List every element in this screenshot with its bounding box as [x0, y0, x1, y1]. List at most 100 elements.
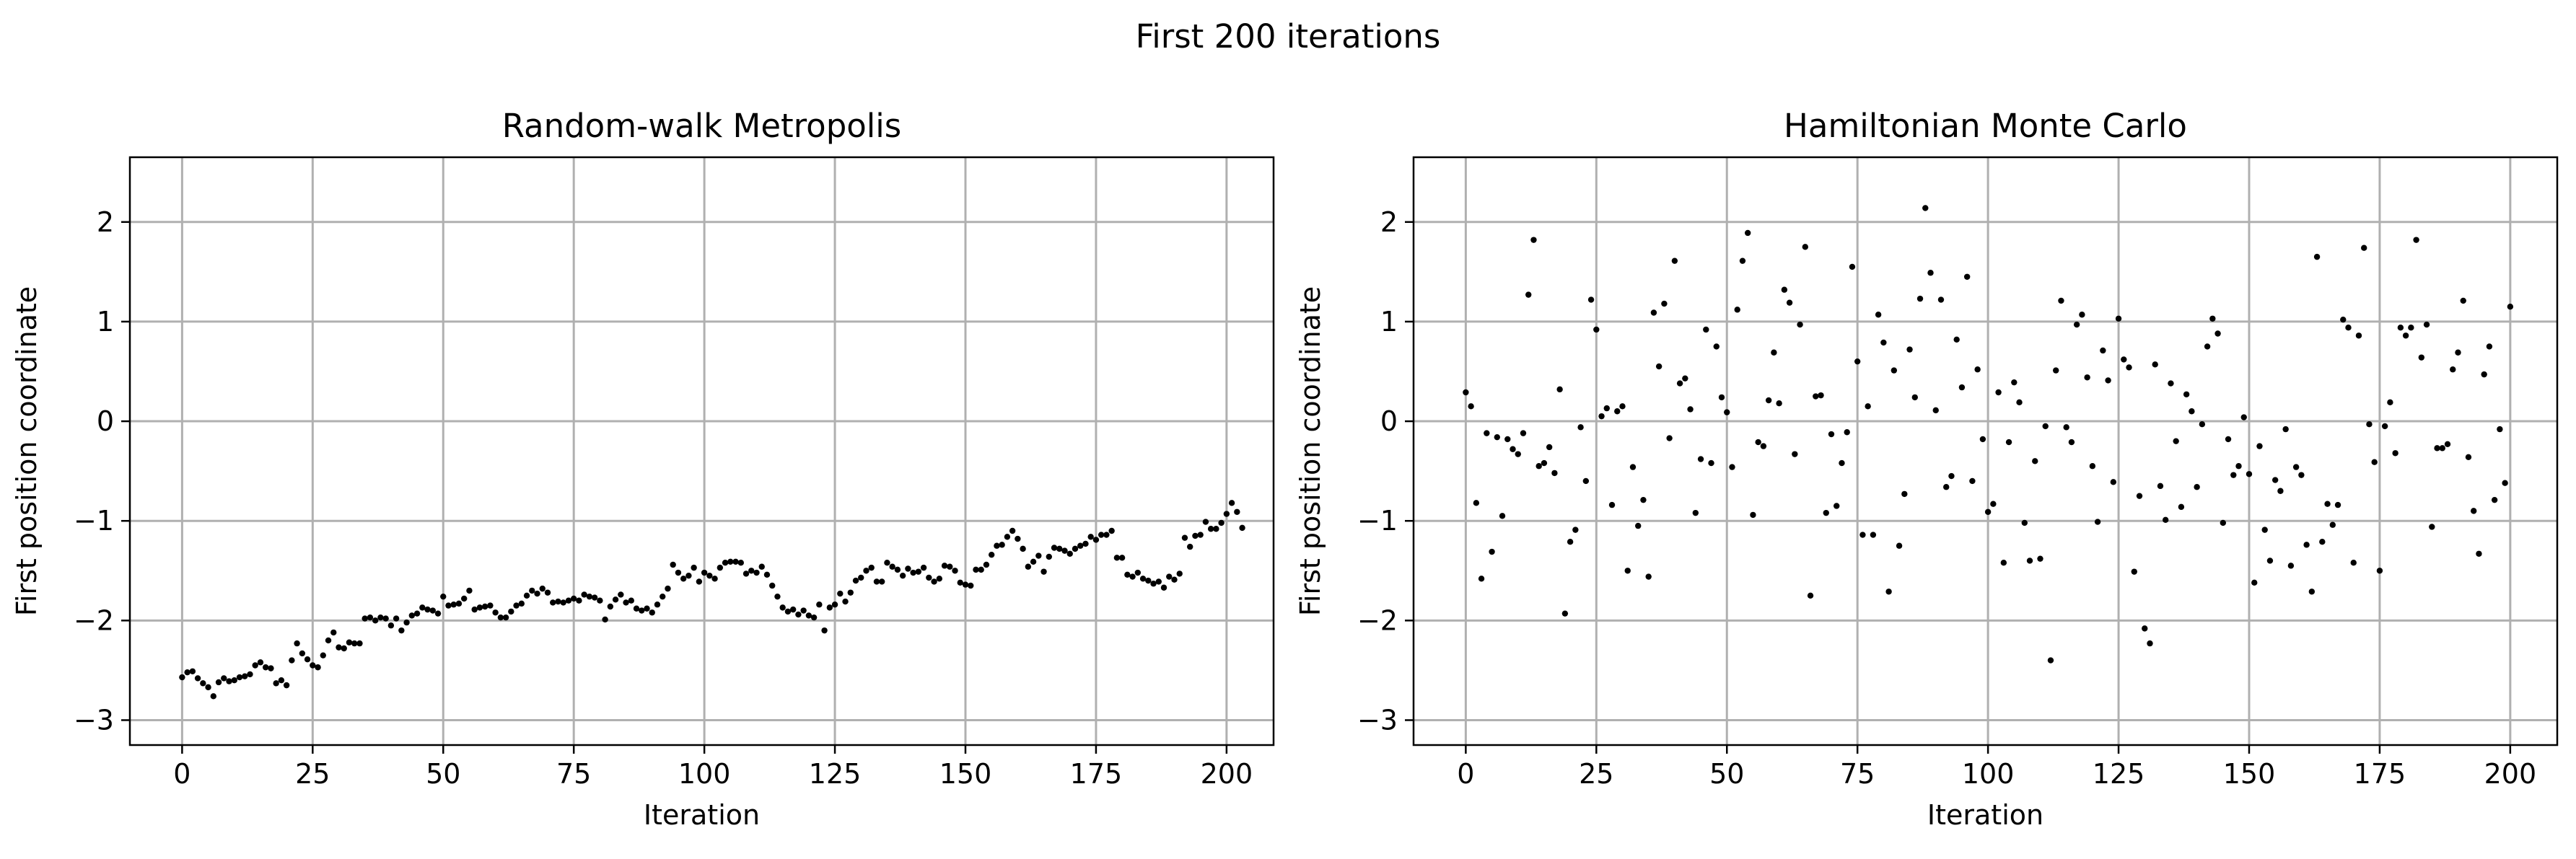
data-point [2136, 493, 2143, 499]
data-point [2047, 657, 2054, 664]
data-point [1187, 543, 1193, 550]
data-point [863, 568, 869, 574]
data-point [1510, 446, 1516, 452]
data-point [717, 564, 724, 571]
data-point [952, 568, 958, 574]
data-point [842, 598, 849, 605]
data-point [2277, 488, 2284, 494]
data-point [2444, 441, 2451, 448]
data-point [2308, 589, 2316, 595]
x-tick-label: 100 [678, 758, 731, 790]
data-point [2502, 480, 2508, 486]
data-point [1577, 424, 1584, 431]
data-point [2157, 483, 2164, 490]
data-point [2418, 354, 2425, 361]
data-point [2292, 464, 2300, 470]
data-point [2016, 399, 2023, 406]
data-point [2021, 519, 2028, 527]
data-point [466, 587, 473, 594]
data-point [2471, 508, 2477, 514]
data-point [1504, 436, 1511, 443]
chart-hamiltonian-monte-carlo: 0 25 50 75 100 125 150 175 200 −3 −2 −1 0 1 2 Hamiltoni… [1294, 107, 2559, 831]
data-point [2037, 555, 2043, 562]
data-point [2439, 445, 2445, 451]
data-point [471, 606, 478, 613]
data-point [403, 619, 410, 626]
data-point [310, 662, 316, 669]
data-point [2225, 436, 2232, 443]
x-tick-label: 175 [2354, 758, 2406, 790]
data-point [675, 569, 682, 576]
data-point [2110, 479, 2117, 485]
data-point [2392, 450, 2398, 457]
data-point [1885, 589, 1892, 595]
data-point [758, 563, 765, 570]
data-point [1958, 384, 1966, 391]
data-point [884, 560, 890, 566]
data-point [1901, 490, 1908, 498]
data-point [2476, 550, 2482, 557]
data-point [1854, 358, 1861, 365]
data-point [779, 604, 786, 611]
data-point [789, 606, 797, 613]
data-point [936, 576, 943, 582]
data-point [544, 589, 551, 596]
data-point [784, 608, 792, 615]
data-point [2345, 325, 2352, 331]
data-point [2413, 237, 2419, 243]
data-point [1494, 433, 1500, 441]
data-point [351, 640, 358, 647]
data-point [947, 563, 953, 570]
data-point [1202, 519, 1209, 525]
data-point [336, 644, 342, 651]
data-point [1870, 532, 1877, 538]
data-point [257, 659, 264, 666]
data-point [1963, 273, 1971, 280]
data-point [926, 574, 932, 581]
data-point [2455, 349, 2461, 356]
data-point [1865, 403, 1871, 410]
data-point [868, 564, 875, 571]
data-point [1598, 413, 1605, 420]
data-point [2507, 304, 2514, 310]
data-point [2491, 496, 2498, 503]
data-point [1608, 501, 1616, 508]
data-point [2042, 423, 2049, 430]
data-point [179, 674, 185, 681]
x-tick-label: 175 [1070, 758, 1123, 790]
data-point [1744, 229, 1751, 237]
data-point [737, 560, 744, 566]
data-point [899, 572, 906, 579]
data-point [1593, 326, 1600, 333]
data-point [1916, 295, 1924, 302]
data-point [732, 558, 739, 565]
data-point [1802, 244, 1809, 250]
data-point [973, 566, 979, 573]
data-point [1771, 349, 1777, 356]
data-point [1839, 459, 1845, 467]
data-point [1134, 569, 1142, 576]
data-point [727, 558, 734, 565]
data-point [1572, 527, 1579, 533]
data-point [696, 578, 703, 585]
data-point [2434, 445, 2440, 451]
data-point [2073, 321, 2080, 328]
data-point [1640, 496, 1647, 503]
plot-area [130, 157, 1274, 745]
data-point [873, 578, 880, 585]
data-point [2361, 245, 2367, 251]
data-point [1875, 312, 1882, 318]
data-point [2261, 527, 2268, 533]
data-point [1092, 537, 1100, 543]
data-point [1171, 576, 1178, 583]
chart-title: Random-walk Metropolis [502, 107, 902, 145]
data-point [968, 582, 974, 589]
data-point [910, 569, 916, 576]
data-point [1009, 527, 1016, 534]
data-point [1823, 509, 1829, 516]
data-point [492, 609, 499, 616]
data-point [1155, 578, 1162, 585]
x-tick-label: 0 [173, 758, 190, 790]
data-point [2131, 568, 2137, 575]
data-point [660, 593, 666, 600]
